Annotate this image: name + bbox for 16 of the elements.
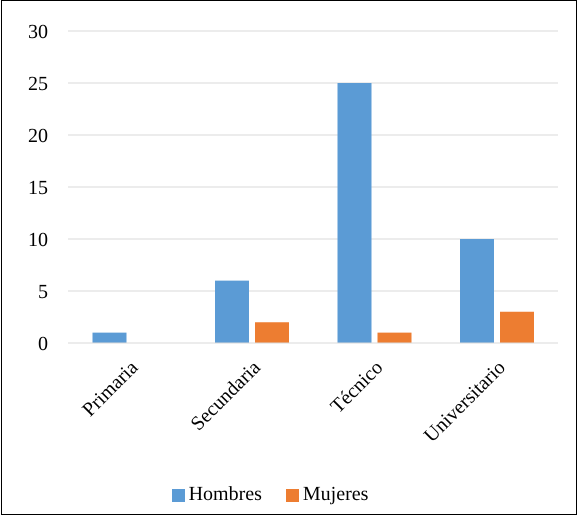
bar <box>92 332 126 343</box>
legend-label: Mujeres <box>302 483 368 505</box>
y-tick-label: 5 <box>38 281 48 304</box>
y-tick-label: 20 <box>28 125 48 148</box>
y-tick-label: 25 <box>28 73 48 96</box>
y-tick-label: 10 <box>28 229 48 252</box>
y-tick-label: 30 <box>28 21 48 44</box>
bar <box>500 312 534 343</box>
legend-label: Hombres <box>188 483 262 505</box>
bar <box>338 83 372 343</box>
bar <box>378 332 412 343</box>
bar <box>215 280 249 343</box>
y-tick-label: 15 <box>28 177 48 200</box>
bar <box>460 239 494 343</box>
y-tick-label: 0 <box>38 333 48 356</box>
bar <box>255 322 289 343</box>
